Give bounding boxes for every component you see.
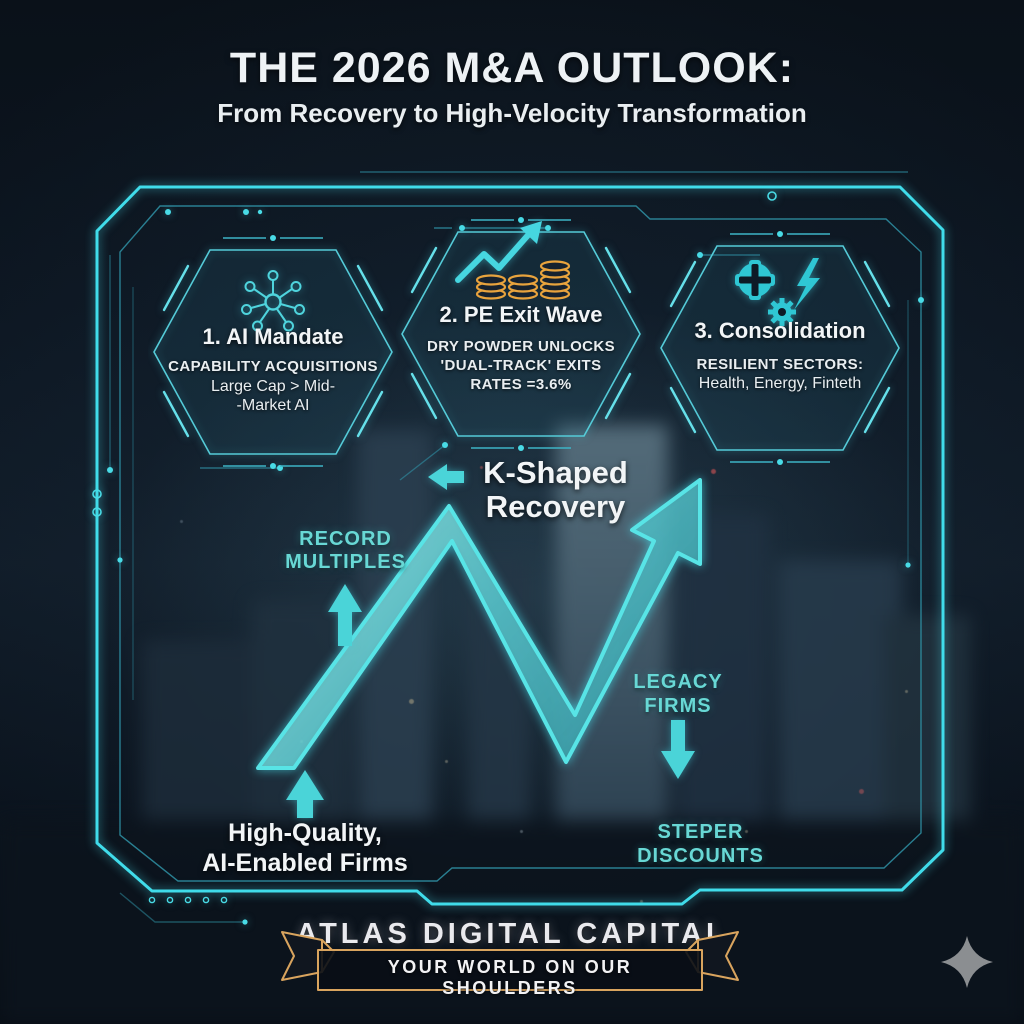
card-title: 2. PE Exit Wave [439, 302, 603, 327]
legacy-firms-label: LEGACY FIRMS [633, 671, 723, 717]
ribbon-banner [281, 931, 739, 991]
card-line: CAPABILITY ACQUISITIONS [168, 358, 378, 375]
lightning-icon [794, 258, 820, 310]
record-multiples-label: RECORD MULTIPLES [285, 528, 406, 573]
card-consolidation: 3. Consolidation RESILIENT SECTORS: Heal… [655, 228, 905, 468]
network-nodes-icon [241, 270, 305, 332]
card-pe-exit-wave: 2. PE Exit Wave DRY POWDER UNLOCKS 'DUAL… [396, 214, 646, 454]
card-ai-mandate: 1. AI Mandate CAPABILITY ACQUISITIONS La… [148, 232, 398, 472]
k-shaped-recovery-label: K-Shaped Recovery [483, 455, 628, 524]
card-line: 'DUAL-TRACK' EXITS [440, 357, 602, 374]
city-lights [0, 0, 3, 3]
card-line: Health, Energy, Finteth [698, 375, 862, 392]
brand-name: ATLAS DIGITAL CAPITAL [296, 918, 728, 950]
page-title: THE 2026 M&A OUTLOOK: [229, 44, 795, 92]
card-title: 3. Consolidation [694, 318, 866, 343]
gear-icon [768, 298, 796, 326]
sparkle-icon [941, 936, 993, 988]
steeper-discounts-label: STEPER DISCOUNTS [637, 821, 764, 867]
card-line: Large Cap > Mid- [210, 378, 336, 395]
health-gear-energy-icon [735, 258, 820, 326]
card-line: -Market AI [236, 397, 310, 414]
card-line: RESILIENT SECTORS: [696, 356, 864, 373]
high-quality-firms-label: High-Quality, AI-Enabled Firms [202, 819, 408, 877]
page-subtitle: From Recovery to High-Velocity Transform… [217, 98, 807, 128]
hexagon-outline [660, 231, 900, 465]
hexagon-outline [153, 235, 393, 469]
hexagon-outline [401, 217, 641, 451]
coins-growth-icon [455, 221, 571, 300]
card-line: RATES =3.6% [470, 376, 572, 393]
card-title: 1. AI Mandate [202, 324, 344, 349]
card-line: DRY POWDER UNLOCKS [426, 338, 616, 355]
brand-tagline: YOUR WORLD ON OUR SHOULDERS [387, 957, 633, 998]
medical-cross-icon [735, 260, 775, 300]
